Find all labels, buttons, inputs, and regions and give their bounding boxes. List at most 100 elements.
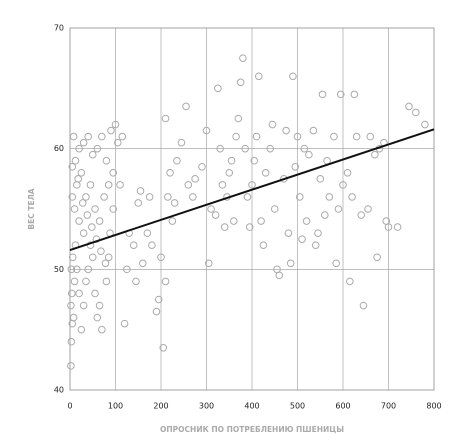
data-point xyxy=(70,205,79,213)
data-point xyxy=(311,241,320,249)
data-point xyxy=(220,223,229,231)
data-point xyxy=(91,205,99,213)
data-point xyxy=(79,229,88,237)
data-point xyxy=(68,162,77,171)
data-point xyxy=(252,132,261,141)
data-point xyxy=(214,84,222,93)
data-point xyxy=(289,72,297,81)
data-point xyxy=(83,211,92,219)
data-point xyxy=(98,132,106,141)
data-point xyxy=(346,277,354,286)
data-point xyxy=(293,132,302,141)
data-point xyxy=(243,193,252,201)
data-point xyxy=(173,156,181,165)
data-point xyxy=(314,229,322,237)
data-point xyxy=(321,211,329,219)
data-point xyxy=(366,132,375,141)
data-point xyxy=(79,138,88,147)
data-point xyxy=(82,277,90,286)
data-point xyxy=(191,175,199,183)
data-point xyxy=(84,265,92,274)
data-point xyxy=(230,217,238,225)
data-point xyxy=(218,181,227,189)
data-point xyxy=(371,150,379,159)
x-tick-label: 200 xyxy=(153,402,168,411)
x-tick-label: 600 xyxy=(335,402,350,411)
trend-line xyxy=(69,128,435,251)
data-point xyxy=(68,289,76,298)
data-point xyxy=(67,337,76,346)
data-point xyxy=(75,144,83,153)
x-tick-label: 700 xyxy=(381,402,396,411)
data-point xyxy=(316,175,325,183)
data-point xyxy=(257,217,265,225)
data-point xyxy=(234,114,243,123)
data-point xyxy=(107,126,115,135)
x-axis-label: ОПРОСНИК ПО ПОТРЕБЛЕНИЮ ПШЕНИЦЫ xyxy=(160,425,344,434)
y-axis-label: ВЕС ТЕЛА xyxy=(27,188,36,229)
data-point xyxy=(88,223,96,231)
data-point xyxy=(161,114,170,123)
data-point xyxy=(412,108,420,117)
x-tick-label: 400 xyxy=(244,402,259,411)
data-point xyxy=(68,193,77,201)
data-point xyxy=(161,277,170,286)
data-point xyxy=(104,181,113,189)
data-point xyxy=(164,193,172,201)
data-point xyxy=(261,169,270,177)
data-point xyxy=(275,271,284,280)
data-point xyxy=(177,138,186,147)
data-point xyxy=(182,102,190,111)
data-point xyxy=(236,78,245,87)
data-point xyxy=(291,162,300,171)
data-point xyxy=(67,301,75,310)
data-point xyxy=(305,150,313,159)
data-point xyxy=(405,102,413,111)
data-point xyxy=(384,223,393,231)
x-tick-label: 300 xyxy=(199,402,214,411)
data-point xyxy=(207,205,215,213)
data-point xyxy=(339,181,347,189)
data-point xyxy=(225,169,234,177)
data-point xyxy=(73,265,81,274)
data-point xyxy=(336,90,345,99)
data-point xyxy=(170,199,179,207)
data-point xyxy=(104,253,113,262)
data-point xyxy=(250,156,259,165)
data-point xyxy=(82,193,90,201)
data-point xyxy=(154,295,163,304)
data-point xyxy=(259,241,268,249)
data-point xyxy=(134,199,143,207)
data-point xyxy=(74,175,82,183)
data-point xyxy=(393,223,402,231)
data-point xyxy=(145,193,154,201)
data-point xyxy=(352,132,361,141)
data-point xyxy=(309,126,318,135)
data-point xyxy=(364,205,372,213)
data-point xyxy=(359,301,368,310)
y-tick-label: 70 xyxy=(54,24,64,33)
data-point xyxy=(421,120,429,129)
data-point xyxy=(211,211,220,219)
data-point xyxy=(68,253,77,262)
data-point xyxy=(189,193,197,201)
data-point xyxy=(88,253,97,262)
y-tick-label: 40 xyxy=(54,386,64,395)
data-point xyxy=(350,90,359,99)
data-point xyxy=(255,72,263,81)
data-point xyxy=(157,253,165,262)
data-point xyxy=(227,156,236,165)
data-point xyxy=(168,217,177,225)
data-point xyxy=(330,132,338,141)
data-point xyxy=(266,144,275,153)
data-point xyxy=(232,132,240,141)
data-point xyxy=(204,259,213,268)
data-point xyxy=(102,277,111,286)
x-tick-label: 500 xyxy=(290,402,305,411)
data-point xyxy=(152,307,161,316)
data-point xyxy=(113,138,122,147)
data-point xyxy=(88,150,97,159)
data-point xyxy=(298,235,306,243)
data-point xyxy=(67,265,76,274)
